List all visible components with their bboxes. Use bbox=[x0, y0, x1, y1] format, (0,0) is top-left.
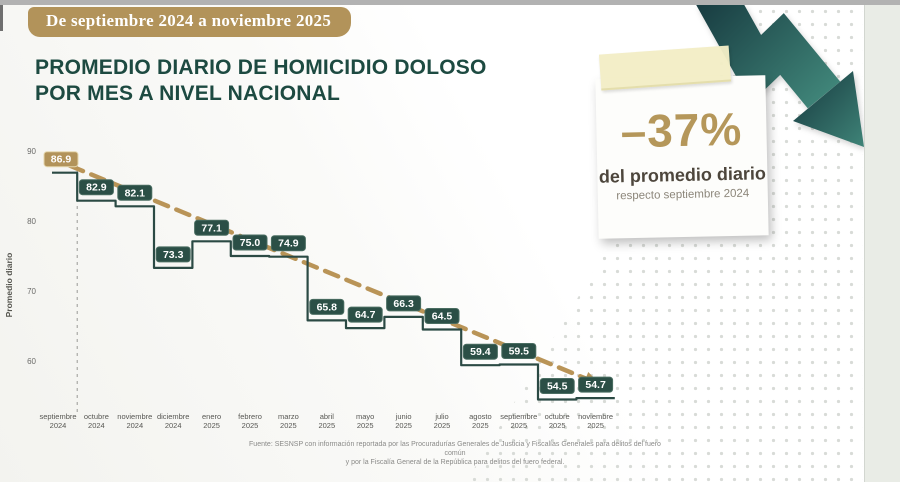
value-label: 59.4 bbox=[470, 346, 491, 358]
y-tick-label: 70 bbox=[27, 287, 36, 296]
x-tick-label: agosto 2025 bbox=[469, 412, 492, 430]
x-tick-label: febrero 2025 bbox=[238, 412, 262, 430]
top-frame-strip bbox=[0, 0, 900, 5]
value-label: 75.0 bbox=[240, 237, 261, 249]
y-axis-title: Promedio diario bbox=[4, 253, 14, 318]
trend-dashed-line bbox=[67, 163, 588, 381]
value-label: 74.9 bbox=[278, 238, 299, 250]
x-tick-label: marzo 2025 bbox=[278, 412, 299, 430]
x-tick-label: mayo 2025 bbox=[356, 412, 374, 430]
step-line bbox=[52, 171, 615, 401]
value-label: 77.1 bbox=[201, 222, 222, 234]
x-tick-label: septiembre 2024 bbox=[39, 412, 76, 430]
x-tick-label: diciembre 2024 bbox=[157, 412, 190, 430]
x-tick-label: junio 2025 bbox=[395, 412, 412, 430]
value-label: 66.3 bbox=[393, 298, 414, 310]
value-label: 59.5 bbox=[509, 346, 530, 358]
decline-arrow-icon bbox=[672, 0, 887, 173]
chart-svg: 90 80 70 60 Promedio diario 86.9 82.9 82.1 73.3 7… bbox=[4, 147, 615, 430]
value-label: 82.1 bbox=[125, 187, 146, 199]
x-tick-label: noviembre 2024 bbox=[117, 412, 152, 430]
value-label-box bbox=[194, 219, 230, 236]
value-label-box bbox=[155, 246, 191, 263]
source-line2: y por la Fiscalía General de la Repúblic… bbox=[345, 458, 565, 466]
callout-subcaption: respecto septiembre 2024 bbox=[616, 187, 750, 203]
source-line1: Fuente: SESNSP con información reportada… bbox=[249, 441, 661, 457]
value-label-box bbox=[501, 343, 537, 359]
value-label: 54.7 bbox=[585, 379, 606, 391]
date-range-banner: De septiembre 2024 a noviembre 2025 bbox=[28, 7, 352, 37]
value-label-box bbox=[117, 184, 153, 201]
x-tick-label: julio 2025 bbox=[434, 412, 451, 430]
right-side-panel bbox=[864, 5, 900, 482]
page-title: PROMEDIO DIARIO DE HOMICIDIO DOLOSO POR … bbox=[35, 55, 487, 108]
value-label-box bbox=[232, 234, 268, 251]
x-tick-label: noviembre 2025 bbox=[578, 412, 613, 430]
value-label: 65.8 bbox=[317, 301, 338, 313]
page-title-line1: PROMEDIO DIARIO DE HOMICIDIO DOLOSO bbox=[35, 56, 487, 79]
x-tick-label: abril 2025 bbox=[318, 412, 335, 430]
first-value-label-box bbox=[43, 151, 79, 168]
left-frame-strip bbox=[0, 5, 3, 31]
value-label: 54.5 bbox=[547, 381, 568, 393]
y-tick-label: 80 bbox=[27, 217, 36, 226]
decline-arrow-svg bbox=[693, 0, 864, 147]
value-label-box bbox=[78, 179, 114, 196]
callout-caption: del promedio diario bbox=[598, 163, 767, 187]
value-label: 86.9 bbox=[51, 154, 72, 166]
value-label-box bbox=[462, 343, 498, 360]
value-label: 82.9 bbox=[86, 182, 107, 194]
value-label: 73.3 bbox=[163, 249, 184, 261]
callout-note: –37% del promedio diario respecto septie… bbox=[595, 75, 769, 239]
y-tick-label: 60 bbox=[27, 357, 36, 366]
value-label: 64.7 bbox=[355, 309, 376, 321]
x-tick-label: octubre 2025 bbox=[545, 412, 570, 430]
y-tick-label: 90 bbox=[27, 147, 36, 156]
value-label: 64.5 bbox=[432, 311, 453, 323]
x-tick-label: enero 2025 bbox=[202, 412, 221, 430]
value-label-box bbox=[270, 235, 306, 252]
value-label-box bbox=[578, 376, 614, 393]
main-background: De septiembre 2024 a noviembre 2025 PROM… bbox=[0, 0, 864, 482]
x-tick-label: septiembre 2025 bbox=[500, 412, 537, 430]
page-title-line2: POR MES A NIVEL NACIONAL bbox=[35, 82, 341, 106]
value-label-box bbox=[539, 378, 575, 394]
value-label-box bbox=[347, 306, 383, 323]
step-chart: 90 80 70 60 Promedio diario 86.9 82.9 82.1 73.3 7… bbox=[0, 135, 645, 440]
value-label-box bbox=[386, 295, 422, 312]
x-tick-label: octubre 2024 bbox=[84, 412, 109, 430]
value-label-box bbox=[424, 308, 460, 324]
value-label-box bbox=[309, 298, 345, 315]
source-note: Fuente: SESNSP con información reportada… bbox=[245, 441, 665, 467]
callout-percentage: –37% bbox=[620, 102, 743, 158]
